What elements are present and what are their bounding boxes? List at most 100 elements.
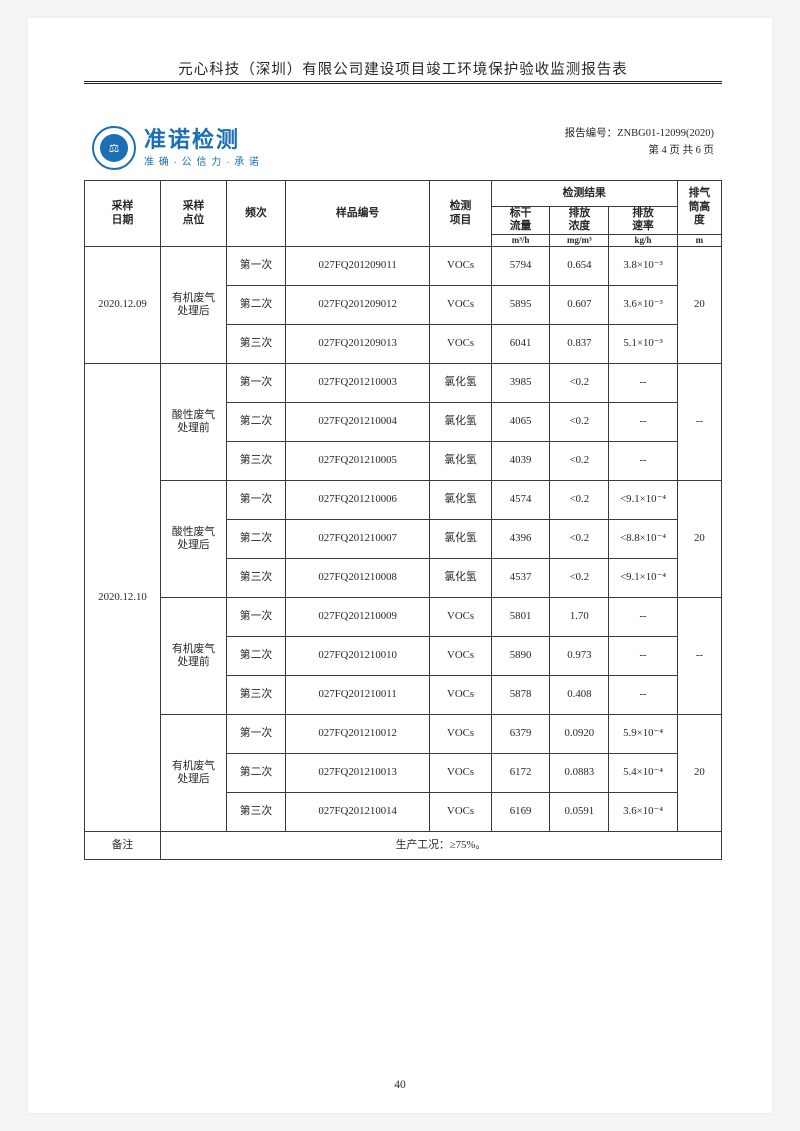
cell-rate: -- (609, 364, 678, 403)
th-height-unit: m (677, 234, 721, 246)
cell-item: 氯化氢 (430, 520, 491, 559)
cell-rate: <8.8×10⁻⁴ (609, 520, 678, 559)
cell-flow: 5801 (491, 598, 550, 637)
table-note-row: 备注 生产工况：≥75%。 (85, 832, 722, 860)
table-body: 2020.12.09 有机废气处理后 第一次 027FQ201209011 VO… (85, 247, 722, 860)
table-row: 2020.12.09 有机废气处理后 第一次 027FQ201209011 VO… (85, 247, 722, 286)
report-number: ZNBG01-12099(2020) (617, 128, 714, 139)
cell-freq: 第二次 (227, 403, 286, 442)
cell-freq: 第三次 (227, 325, 286, 364)
th-rate: 排放速率 (609, 207, 678, 235)
cell-sample: 027FQ201210014 (285, 793, 430, 832)
cell-height: -- (677, 598, 721, 715)
cell-rate: -- (609, 637, 678, 676)
cell-conc: 0.837 (550, 325, 609, 364)
cell-conc: 0.0591 (550, 793, 609, 832)
cell-flow: 4574 (491, 481, 550, 520)
brand-tagline: 准 确 · 公 信 力 · 承 诺 (144, 153, 260, 168)
cell-freq: 第一次 (227, 481, 286, 520)
cell-item: VOCs (430, 754, 491, 793)
cell-rate: 3.6×10⁻⁴ (609, 793, 678, 832)
cell-freq: 第二次 (227, 637, 286, 676)
cell-item: VOCs (430, 715, 491, 754)
cell-sample: 027FQ201210003 (285, 364, 430, 403)
cell-point: 酸性废气处理前 (160, 364, 226, 481)
cell-flow: 6379 (491, 715, 550, 754)
cell-freq: 第一次 (227, 598, 286, 637)
cell-flow: 6172 (491, 754, 550, 793)
table-header: 采样日期 采样点位 频次 样品编号 检测项目 检测结果 排气筒高度 标干流量 排… (85, 181, 722, 247)
cell-freq: 第二次 (227, 286, 286, 325)
th-conc-unit: mg/m³ (550, 234, 609, 246)
cell-conc: <0.2 (550, 442, 609, 481)
cell-rate: 3.6×10⁻³ (609, 286, 678, 325)
cell-conc: <0.2 (550, 520, 609, 559)
cell-sample: 027FQ201210013 (285, 754, 430, 793)
note-text: 生产工况：≥75%。 (160, 832, 721, 860)
cell-freq: 第一次 (227, 715, 286, 754)
cell-freq: 第三次 (227, 676, 286, 715)
cell-rate: -- (609, 598, 678, 637)
th-date: 采样日期 (85, 181, 161, 247)
th-point: 采样点位 (160, 181, 226, 247)
cell-point: 有机废气处理后 (160, 247, 226, 364)
th-results-group: 检测结果 (491, 181, 677, 207)
cell-item: VOCs (430, 676, 491, 715)
cell-flow: 5895 (491, 286, 550, 325)
brand-name: 准诺检测 (144, 129, 260, 151)
cell-freq: 第三次 (227, 793, 286, 832)
report-meta: 报告编号：ZNBG01-12099(2020) 第 4 页 共 6 页 (565, 126, 714, 160)
cell-height: 20 (677, 247, 721, 364)
report-number-label: 报告编号： (565, 128, 618, 139)
cell-rate: -- (609, 442, 678, 481)
brand-logo-block: ⚖ 准诺检测 准 确 · 公 信 力 · 承 诺 (92, 126, 260, 170)
cell-item: 氯化氢 (430, 559, 491, 598)
cell-rate: -- (609, 676, 678, 715)
cell-conc: 0.0883 (550, 754, 609, 793)
cell-point: 有机废气处理后 (160, 715, 226, 832)
cell-conc: 1.70 (550, 598, 609, 637)
report-page-info: 第 4 页 共 6 页 (565, 143, 714, 160)
cell-point: 酸性废气处理后 (160, 481, 226, 598)
page: 元心科技（深圳）有限公司建设项目竣工环境保护验收监测报告表 ⚖ 准诺检测 准 确… (28, 18, 772, 1113)
page-number: 40 (28, 1079, 772, 1091)
table-row: 有机废气处理后 第一次 027FQ201210012 VOCs 6379 0.0… (85, 715, 722, 754)
table-row: 有机废气处理前 第一次 027FQ201210009 VOCs 5801 1.7… (85, 598, 722, 637)
cell-freq: 第二次 (227, 520, 286, 559)
cell-conc: 0.408 (550, 676, 609, 715)
cell-flow: 3985 (491, 364, 550, 403)
th-sample: 样品编号 (285, 181, 430, 247)
cell-conc: <0.2 (550, 364, 609, 403)
th-conc: 排放浓度 (550, 207, 609, 235)
cell-item: 氯化氢 (430, 364, 491, 403)
cell-flow: 6169 (491, 793, 550, 832)
title-underline (84, 81, 722, 84)
cell-item: VOCs (430, 598, 491, 637)
cell-freq: 第三次 (227, 442, 286, 481)
cell-rate: 5.4×10⁻⁴ (609, 754, 678, 793)
scales-icon: ⚖ (100, 134, 128, 162)
cell-sample: 027FQ201209013 (285, 325, 430, 364)
cell-rate: 5.1×10⁻³ (609, 325, 678, 364)
th-item: 检测项目 (430, 181, 491, 247)
cell-item: VOCs (430, 286, 491, 325)
cell-item: VOCs (430, 793, 491, 832)
cell-rate: -- (609, 403, 678, 442)
cell-date: 2020.12.09 (85, 247, 161, 364)
cell-flow: 4039 (491, 442, 550, 481)
cell-item: 氯化氢 (430, 403, 491, 442)
th-freq: 频次 (227, 181, 286, 247)
cell-conc: <0.2 (550, 481, 609, 520)
cell-freq: 第一次 (227, 364, 286, 403)
cell-sample: 027FQ201210004 (285, 403, 430, 442)
report-header: ⚖ 准诺检测 准 确 · 公 信 力 · 承 诺 报告编号：ZNBG01-120… (92, 126, 714, 170)
cell-point: 有机废气处理前 (160, 598, 226, 715)
cell-sample: 027FQ201210010 (285, 637, 430, 676)
cell-height: 20 (677, 715, 721, 832)
th-rate-unit: kg/h (609, 234, 678, 246)
cell-rate: <9.1×10⁻⁴ (609, 559, 678, 598)
cell-sample: 027FQ201209012 (285, 286, 430, 325)
cell-sample: 027FQ201210009 (285, 598, 430, 637)
note-label: 备注 (85, 832, 161, 860)
cell-conc: 0.0920 (550, 715, 609, 754)
